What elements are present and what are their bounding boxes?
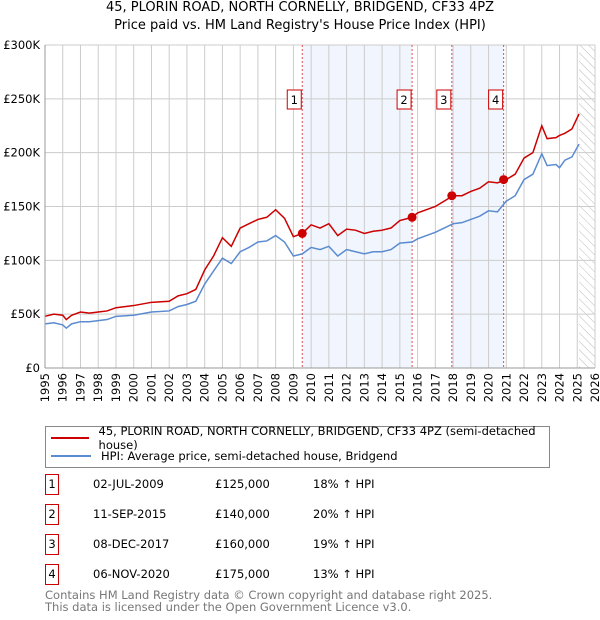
sale-point bbox=[297, 228, 307, 238]
x-tick-label: 2007 bbox=[251, 373, 265, 402]
x-tick-label: 2003 bbox=[180, 373, 194, 402]
x-tick-label: 2012 bbox=[340, 373, 354, 402]
sale-price: £140,000 bbox=[215, 507, 270, 521]
x-tick-label: 2020 bbox=[482, 373, 496, 402]
sale-hpi-delta: 20% ↑ HPI bbox=[313, 507, 375, 521]
sale-row-badge: 4 bbox=[45, 564, 59, 585]
x-tick-label: 1995 bbox=[38, 373, 52, 402]
footer-line2: This data is licensed under the Open Gov… bbox=[45, 600, 412, 614]
sale-row: 1 02-JUL-2009 £125,000 18% ↑ HPI bbox=[45, 474, 445, 496]
sale-hpi-delta: 18% ↑ HPI bbox=[313, 477, 375, 491]
x-tick-label: 2021 bbox=[499, 373, 513, 402]
x-tick-label: 1997 bbox=[73, 373, 87, 402]
x-tick-label: 2002 bbox=[162, 373, 176, 402]
sale-date: 11-SEP-2015 bbox=[93, 507, 167, 521]
x-tick-label: 2001 bbox=[144, 373, 158, 402]
sale-badge-label: 4 bbox=[492, 93, 499, 107]
x-tick-label: 2006 bbox=[233, 373, 247, 402]
y-tick-label: £50K bbox=[11, 307, 41, 321]
x-tick-label: 2000 bbox=[127, 373, 141, 402]
y-tick-label: £250K bbox=[3, 92, 40, 106]
x-tick-label: 2015 bbox=[393, 373, 407, 402]
sale-hpi-delta: 19% ↑ HPI bbox=[313, 537, 375, 551]
y-tick-label: £0 bbox=[25, 361, 40, 375]
sale-row: 4 06-NOV-2020 £175,000 13% ↑ HPI bbox=[45, 564, 445, 586]
x-tick-label: 2022 bbox=[517, 373, 531, 402]
sale-row: 2 11-SEP-2015 £140,000 20% ↑ HPI bbox=[45, 504, 445, 526]
sale-row-badge: 3 bbox=[45, 534, 59, 555]
x-tick-label: 2016 bbox=[411, 373, 425, 402]
hpi-line bbox=[44, 143, 580, 330]
sale-hpi-delta: 13% ↑ HPI bbox=[313, 567, 375, 581]
x-tick-label: 2004 bbox=[198, 373, 212, 402]
x-tick-label: 2010 bbox=[304, 373, 318, 402]
legend-blue-line bbox=[51, 455, 91, 457]
x-tick-label: 2023 bbox=[535, 373, 549, 402]
legend: 45, PLORIN ROAD, NORTH CORNELLY, BRIDGEN… bbox=[45, 424, 550, 468]
sale-badge-label: 1 bbox=[291, 93, 298, 107]
legend-blue-label: HPI: Average price, semi-detached house,… bbox=[101, 449, 398, 463]
legend-red-line bbox=[51, 437, 89, 439]
x-tick-label: 2018 bbox=[446, 373, 460, 402]
price-chart: 1995 1996 1997 1998 1999 2000 2001 2002 2003 2004… bbox=[3, 38, 600, 402]
y-tick-label: £150K bbox=[3, 200, 40, 214]
y-tick-label: £200K bbox=[3, 146, 40, 160]
x-tick-label: 2008 bbox=[269, 373, 283, 402]
sale-price: £175,000 bbox=[215, 567, 270, 581]
x-tick-label: 1998 bbox=[91, 373, 105, 402]
x-tick-label: 2017 bbox=[428, 373, 442, 402]
sale-badge bbox=[286, 89, 302, 110]
legend-red-label: 45, PLORIN ROAD, NORTH CORNELLY, BRIDGEN… bbox=[98, 424, 536, 452]
sale-point bbox=[499, 175, 509, 185]
sale-badge-label: 3 bbox=[440, 93, 447, 107]
sale-point bbox=[407, 212, 417, 222]
x-tick-label: 2026 bbox=[588, 373, 600, 402]
sale-badge bbox=[396, 89, 412, 110]
x-tick-label: 2025 bbox=[570, 373, 584, 402]
x-tick-label: 2005 bbox=[215, 373, 229, 402]
sale-badge-label: 2 bbox=[400, 93, 407, 107]
x-tick-label: 2019 bbox=[464, 373, 478, 402]
chart-title: 45, PLORIN ROAD, NORTH CORNELLY, BRIDGEN… bbox=[105, 0, 495, 15]
sale-date: 06-NOV-2020 bbox=[93, 567, 170, 581]
y-tick-label: £300K bbox=[3, 38, 40, 52]
footer: Contains HM Land Registry data © Crown c… bbox=[45, 589, 492, 613]
x-tick-label: 2013 bbox=[357, 373, 371, 402]
sale-date: 08-DEC-2017 bbox=[93, 537, 170, 551]
x-tick-label: 1999 bbox=[109, 373, 123, 402]
sale-price: £125,000 bbox=[215, 477, 270, 491]
x-tick-label: 1996 bbox=[56, 373, 70, 402]
x-tick-label: 2009 bbox=[286, 373, 300, 402]
sale-badge bbox=[436, 89, 452, 110]
sale-date: 02-JUL-2009 bbox=[93, 477, 164, 491]
x-tick-label: 2011 bbox=[322, 373, 336, 402]
sale-price: £160,000 bbox=[215, 537, 270, 551]
sale-row-badge: 1 bbox=[45, 474, 59, 495]
x-tick-label: 2024 bbox=[553, 373, 567, 402]
y-tick-label: £100K bbox=[3, 253, 40, 267]
sale-badge bbox=[488, 89, 504, 110]
chart-subtitle: Price paid vs. HM Land Registry's House … bbox=[114, 18, 486, 33]
sale-point bbox=[447, 191, 457, 201]
sale-row: 3 08-DEC-2017 £160,000 19% ↑ HPI bbox=[45, 534, 445, 556]
footer-line1: Contains HM Land Registry data © Crown c… bbox=[45, 588, 493, 602]
x-tick-label: 2014 bbox=[375, 373, 389, 402]
sale-row-badge: 2 bbox=[45, 504, 59, 525]
